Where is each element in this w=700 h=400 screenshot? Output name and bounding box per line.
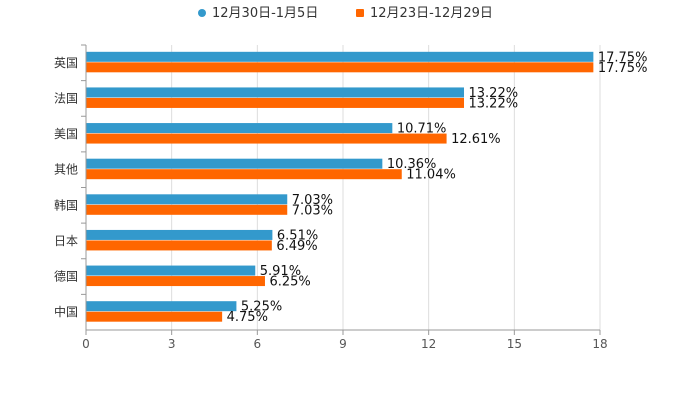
bar-series-2[interactable] bbox=[86, 62, 594, 73]
x-tick-label: 12 bbox=[421, 337, 436, 351]
data-label-series-2: 11.04% bbox=[406, 168, 456, 183]
legend-label-series-1: 12月30日-1月5日 bbox=[212, 6, 318, 21]
bar-series-2[interactable] bbox=[86, 169, 402, 180]
category-label: 韩国 bbox=[54, 197, 78, 212]
bar-series-2[interactable] bbox=[86, 276, 265, 287]
bar-series-2[interactable] bbox=[86, 133, 447, 144]
x-tick-label: 9 bbox=[339, 337, 347, 351]
legend-marker-series-1 bbox=[198, 9, 206, 17]
bar-series-1[interactable] bbox=[86, 87, 465, 98]
x-tick-label: 3 bbox=[168, 337, 176, 351]
x-tick-label: 0 bbox=[82, 337, 90, 351]
bar-series-1[interactable] bbox=[86, 265, 256, 276]
axes: 0 3 6 9 12 15 18 bbox=[81, 44, 608, 351]
data-label-series-2: 6.49% bbox=[276, 239, 317, 254]
data-label-series-1: 17.75% bbox=[598, 50, 648, 65]
x-tick-label: 6 bbox=[254, 337, 262, 351]
x-tick-label: 15 bbox=[507, 337, 522, 351]
bar-series-2[interactable] bbox=[86, 97, 465, 108]
legend-marker-series-2 bbox=[356, 9, 364, 17]
bar-series-1[interactable] bbox=[86, 194, 288, 205]
bar-series-2[interactable] bbox=[86, 204, 288, 215]
legend-item-series-1[interactable]: 12月30日-1月5日 bbox=[198, 6, 318, 21]
bar-series-1[interactable] bbox=[86, 123, 393, 134]
data-label-series-2: 13.22% bbox=[469, 96, 519, 111]
data-label-series-1: 13.22% bbox=[469, 86, 519, 101]
bar-series-2[interactable] bbox=[86, 311, 223, 322]
data-label-series-1: 10.36% bbox=[387, 157, 437, 172]
bar-series-1[interactable] bbox=[86, 158, 383, 169]
legend: 12月30日-1月5日 12月23日-12月29日 bbox=[198, 6, 493, 21]
bar-series-1[interactable] bbox=[86, 51, 594, 62]
data-label-series-2: 7.03% bbox=[292, 203, 333, 218]
category-label: 中国 bbox=[54, 304, 78, 319]
data-label-series-1: 7.03% bbox=[292, 193, 333, 208]
category-label: 其他 bbox=[54, 163, 78, 177]
legend-label-series-2: 12月23日-12月29日 bbox=[370, 6, 493, 21]
bar-series-1[interactable] bbox=[86, 229, 273, 240]
category-label: 日本 bbox=[54, 234, 78, 248]
data-label-series-2: 6.25% bbox=[269, 275, 310, 290]
data-label-series-1: 6.51% bbox=[277, 228, 318, 243]
category-label: 法国 bbox=[54, 91, 78, 105]
data-label-series-2: 12.61% bbox=[451, 132, 501, 147]
x-tick-label: 18 bbox=[592, 337, 607, 351]
legend-item-series-2[interactable]: 12月23日-12月29日 bbox=[356, 6, 493, 21]
data-label-series-2: 4.75% bbox=[227, 310, 268, 325]
data-label-series-2: 17.75% bbox=[598, 61, 648, 76]
bar-series-1[interactable] bbox=[86, 301, 237, 312]
category-label: 美国 bbox=[54, 127, 78, 141]
bar-series-2[interactable] bbox=[86, 240, 272, 251]
data-label-series-1: 5.91% bbox=[260, 264, 301, 279]
labels: 英国 17.75%17.75% 法国 13.22%13.22% 美国 10.71% 12.6… bbox=[54, 50, 647, 325]
category-label: 英国 bbox=[54, 56, 78, 70]
data-label-series-1: 10.71% bbox=[397, 122, 447, 137]
data-label-series-1: 5.25% bbox=[241, 300, 282, 315]
category-label: 德国 bbox=[54, 269, 78, 284]
bars bbox=[86, 51, 594, 322]
